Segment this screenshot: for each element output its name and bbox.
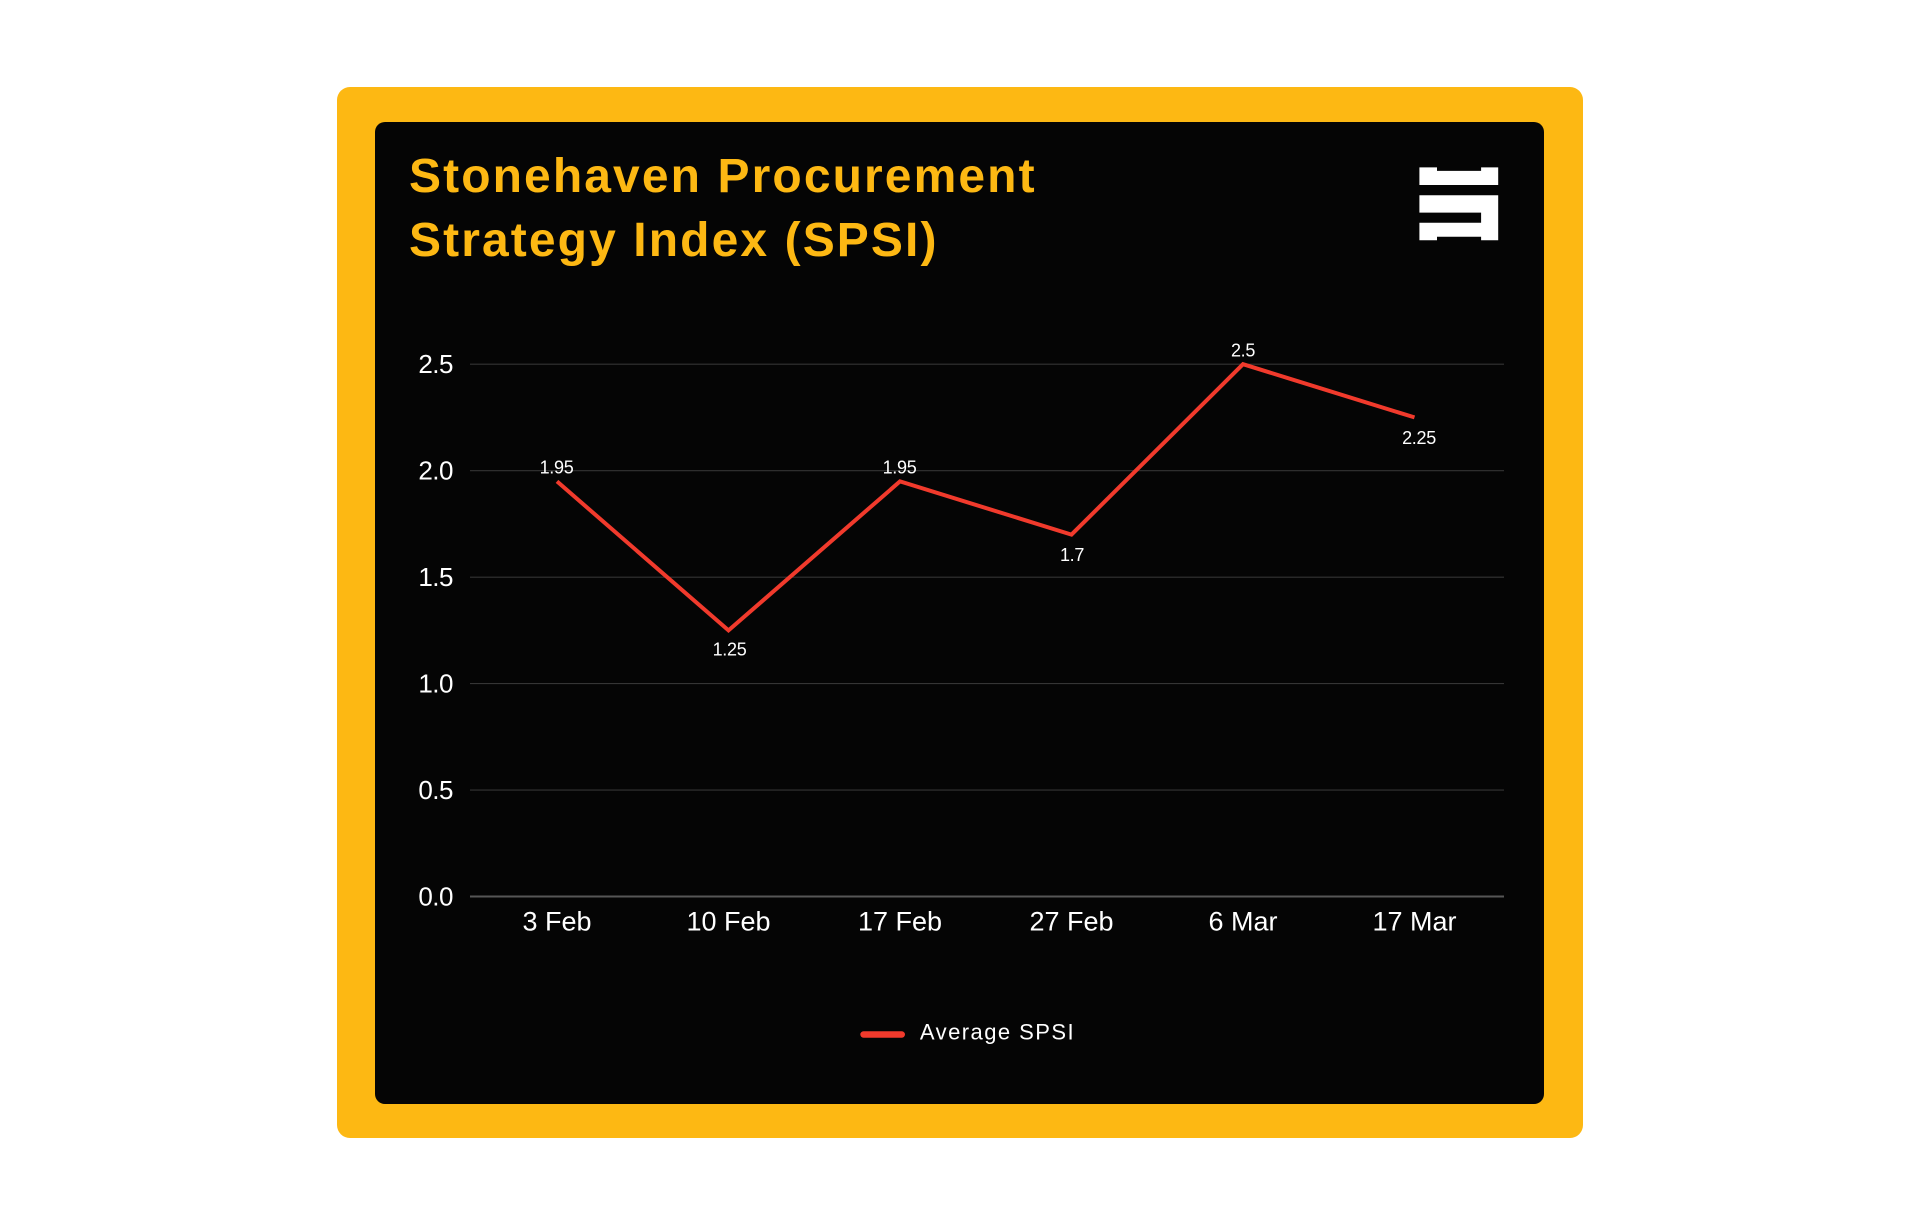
svg-text:27 Feb: 27 Feb: [1029, 907, 1113, 937]
svg-text:17 Feb: 17 Feb: [858, 907, 942, 937]
svg-text:0.0: 0.0: [418, 882, 453, 912]
svg-text:10 Feb: 10 Feb: [686, 907, 770, 937]
svg-text:Average SPSI: Average SPSI: [920, 1020, 1075, 1045]
svg-text:2.25: 2.25: [1402, 428, 1436, 448]
svg-text:2.0: 2.0: [418, 456, 453, 486]
svg-text:1.95: 1.95: [540, 458, 574, 478]
svg-text:6 Mar: 6 Mar: [1208, 907, 1277, 937]
svg-text:1.25: 1.25: [713, 640, 747, 660]
svg-text:17 Mar: 17 Mar: [1372, 907, 1456, 937]
svg-text:3 Feb: 3 Feb: [522, 907, 591, 937]
svg-text:1.7: 1.7: [1060, 545, 1084, 565]
svg-text:0.5: 0.5: [418, 775, 453, 805]
svg-text:1.5: 1.5: [418, 562, 453, 592]
svg-text:1.95: 1.95: [883, 458, 917, 478]
svg-text:1.0: 1.0: [418, 669, 453, 699]
svg-text:2.5: 2.5: [418, 349, 453, 379]
svg-text:2.5: 2.5: [1231, 341, 1255, 361]
